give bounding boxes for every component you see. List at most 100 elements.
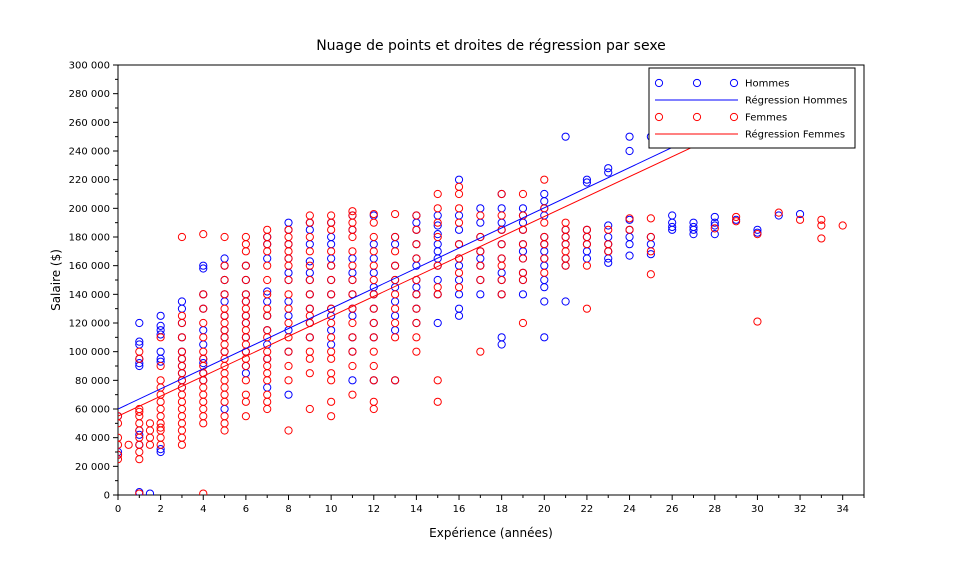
point-femmes xyxy=(518,240,528,249)
point-femmes xyxy=(220,333,229,342)
point-femmes xyxy=(348,261,357,270)
point-femmes xyxy=(263,390,272,399)
point-hommes xyxy=(497,204,506,213)
point-femmes xyxy=(561,218,570,227)
point-femmes xyxy=(241,311,250,320)
point-femmes xyxy=(156,423,165,432)
point-hommes xyxy=(177,297,187,306)
point-femmes xyxy=(241,290,250,299)
y-tick-label: 200 000 xyxy=(69,204,110,215)
point-femmes xyxy=(135,407,144,416)
point-femmes xyxy=(497,240,506,249)
point-femmes xyxy=(327,369,336,378)
point-femmes xyxy=(412,318,421,328)
point-femmes xyxy=(390,376,400,385)
point-femmes xyxy=(263,361,272,371)
point-femmes xyxy=(390,232,400,242)
point-femmes xyxy=(369,275,378,285)
point-hommes xyxy=(795,209,805,219)
point-femmes xyxy=(220,311,229,320)
point-femmes xyxy=(156,412,165,421)
point-hommes xyxy=(433,211,442,220)
point-femmes xyxy=(582,261,592,270)
point-hommes xyxy=(199,359,208,368)
point-hommes xyxy=(625,232,634,242)
point-femmes xyxy=(241,261,250,270)
point-femmes xyxy=(454,204,464,213)
point-femmes xyxy=(220,419,229,428)
point-femmes xyxy=(390,333,400,342)
point-femmes xyxy=(284,426,293,435)
point-femmes xyxy=(284,318,293,328)
point-femmes xyxy=(241,390,250,399)
point-femmes xyxy=(199,383,208,392)
point-hommes xyxy=(284,268,293,277)
point-hommes xyxy=(710,212,719,222)
point-hommes xyxy=(369,254,378,263)
point-femmes xyxy=(327,354,336,363)
point-femmes xyxy=(241,275,250,285)
point-femmes xyxy=(284,232,293,242)
point-femmes xyxy=(284,261,293,270)
point-femmes xyxy=(348,318,357,328)
point-femmes xyxy=(220,290,229,299)
x-tick-label: 4 xyxy=(200,504,206,515)
point-hommes xyxy=(454,175,464,184)
point-femmes xyxy=(177,311,187,320)
x-axis-label: Expérience (années) xyxy=(429,526,553,540)
y-tick-label: 300 000 xyxy=(69,61,110,72)
point-hommes xyxy=(156,326,165,335)
point-femmes xyxy=(327,225,336,234)
point-hommes xyxy=(540,261,549,270)
x-tick-label: 28 xyxy=(708,504,721,515)
point-hommes xyxy=(454,225,464,234)
point-femmes xyxy=(369,404,378,414)
point-femmes xyxy=(604,240,613,249)
data-layer xyxy=(118,131,847,495)
point-femmes xyxy=(305,261,314,270)
point-femmes xyxy=(241,397,250,406)
point-hommes xyxy=(497,268,506,277)
point-femmes xyxy=(135,447,144,457)
x-tick-label: 12 xyxy=(367,504,380,515)
point-hommes xyxy=(668,225,677,234)
legend-marker-femmes xyxy=(654,112,664,122)
y-tick-label: 20 000 xyxy=(75,462,110,473)
point-hommes xyxy=(156,311,165,320)
chart-title: Nuage de points et droites de régression… xyxy=(316,38,666,54)
point-femmes xyxy=(646,270,655,279)
point-femmes xyxy=(263,240,272,249)
point-hommes xyxy=(668,218,677,227)
point-hommes xyxy=(305,268,314,277)
point-femmes xyxy=(327,397,336,406)
point-femmes xyxy=(327,218,336,227)
point-femmes xyxy=(241,304,250,313)
point-femmes xyxy=(135,412,144,421)
point-femmes xyxy=(497,254,506,263)
point-femmes xyxy=(199,354,208,363)
point-femmes xyxy=(284,333,293,342)
point-femmes xyxy=(199,404,208,414)
point-hommes xyxy=(156,445,165,454)
point-femmes xyxy=(369,397,378,406)
point-femmes xyxy=(241,361,250,371)
point-femmes xyxy=(305,304,314,313)
point-femmes xyxy=(156,433,165,442)
point-femmes xyxy=(476,275,485,285)
point-femmes xyxy=(241,412,250,421)
y-tick-label: 160 000 xyxy=(69,261,110,272)
point-femmes xyxy=(327,261,336,270)
point-femmes xyxy=(454,283,464,292)
point-femmes xyxy=(433,376,442,385)
point-femmes xyxy=(561,232,570,242)
point-femmes xyxy=(263,261,272,270)
point-femmes xyxy=(369,261,378,270)
y-tick-label: 40 000 xyxy=(75,433,110,444)
point-femmes xyxy=(220,390,229,399)
point-femmes xyxy=(348,390,357,399)
point-femmes xyxy=(177,347,187,356)
point-hommes xyxy=(454,304,464,313)
point-hommes xyxy=(433,230,442,239)
point-femmes xyxy=(540,175,549,184)
point-hommes xyxy=(518,247,528,256)
